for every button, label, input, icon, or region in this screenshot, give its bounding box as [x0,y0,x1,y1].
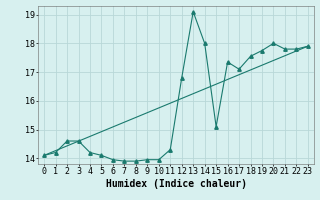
X-axis label: Humidex (Indice chaleur): Humidex (Indice chaleur) [106,179,246,189]
